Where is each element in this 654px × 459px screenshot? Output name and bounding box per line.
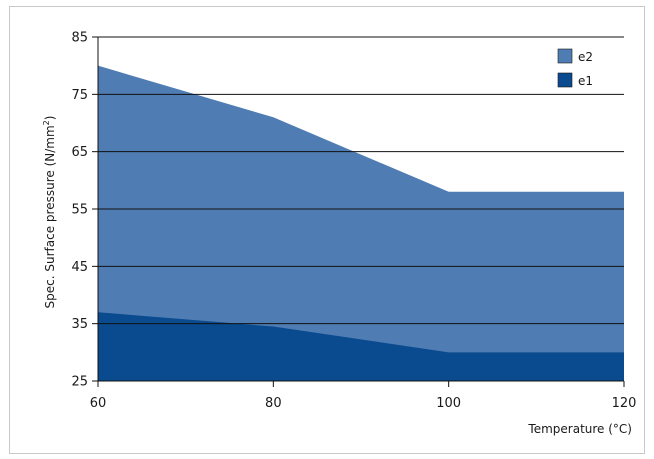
tick-labels-layer: 25 35 45 55 65 75 85 60 80 100 120 [71,31,636,412]
y-tick-label-75: 75 [71,88,88,103]
legend-swatch-e2 [557,48,573,64]
legend-label-e2: e2 [578,50,593,64]
y-tick-label-25: 25 [71,375,88,390]
y-tick-label-45: 45 [71,260,88,275]
x-tick-label-100: 100 [436,396,461,411]
legend-label-e1: e1 [578,74,593,88]
y-tick-label-35: 35 [71,317,88,332]
legend-swatch-e1 [557,72,573,88]
x-tick-label-80: 80 [265,396,282,411]
areas-layer [98,65,624,382]
area-e1 [98,312,624,381]
y-axis-label-close: ) [43,116,57,121]
y-axis-label-sup: 2 [42,120,51,125]
x-tick-label-60: 60 [90,396,107,411]
legend: e2 e1 [557,48,593,88]
area-e2 [98,65,624,382]
x-tick-label-120: 120 [612,396,637,411]
y-tick-label-55: 55 [71,203,88,218]
y-tick-label-85: 85 [71,31,88,46]
axes-layer [92,36,625,387]
y-axis-label: Spec. Surface pressure (N/mm2) [42,116,57,309]
y-axis-label-main: Spec. Surface pressure (N/mm [43,125,57,308]
y-tick-label-65: 65 [71,145,88,160]
x-axis-label: Temperature (°C) [527,422,632,436]
grid-layer [98,36,624,382]
